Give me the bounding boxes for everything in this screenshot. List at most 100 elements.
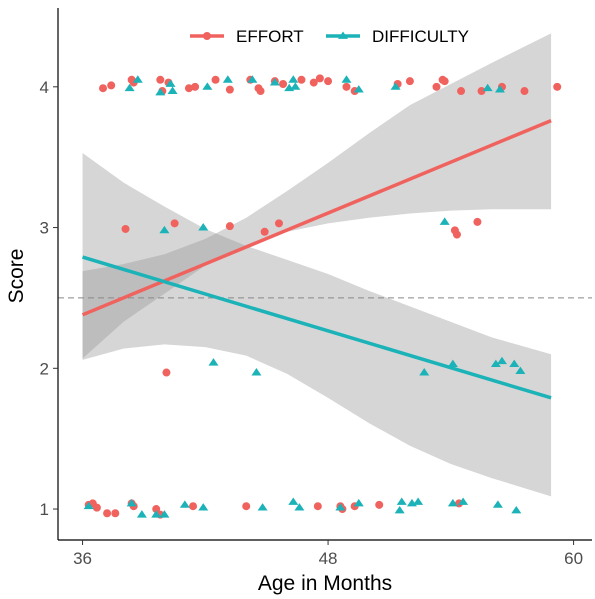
data-point-difficulty [251,368,262,376]
data-point-difficulty [353,85,364,93]
data-point-effort [211,75,220,84]
data-point-effort [191,82,200,91]
legend-label: EFFORT [236,27,304,46]
data-point-difficulty [515,366,526,375]
legend-item-effort: EFFORT [190,27,304,46]
x-tick-label: 48 [319,549,338,568]
data-point-difficulty [288,497,299,505]
data-point-effort [92,503,101,512]
fit-lines-layer [81,118,552,400]
fit-line-difficulty [82,255,552,400]
data-point-effort [184,84,193,93]
x-axis-title: Age in Months [258,572,392,595]
data-point-effort [242,502,251,511]
data-point-effort [324,77,333,86]
data-point-difficulty [482,83,493,92]
data-point-effort [121,224,130,233]
data-point-difficulty [132,75,143,83]
data-point-difficulty [269,78,280,86]
data-point-effort [225,222,234,231]
y-axis-title: Score [5,249,28,304]
data-point-difficulty [290,82,301,90]
data-point-difficulty [458,497,469,505]
legend-key-marker [203,32,211,40]
confidence-band-effort [82,33,552,359]
data-point-difficulty [335,503,346,511]
data-point-effort [553,82,562,91]
data-point-difficulty [202,82,213,90]
data-point-effort [162,368,171,377]
data-point-difficulty [390,82,401,90]
points-layer [83,74,562,519]
data-point-difficulty [208,358,219,366]
data-point-effort [274,219,283,228]
data-point-difficulty [439,217,450,225]
data-point-effort [99,84,108,93]
data-point-difficulty [496,356,507,365]
data-point-effort [375,500,384,509]
data-point-difficulty [341,75,352,83]
confidence-band-difficulty [82,152,552,497]
data-point-effort [189,502,198,511]
data-point-effort [309,78,318,87]
data-point-difficulty [490,359,501,367]
data-point-difficulty [151,510,162,518]
data-point-difficulty [247,75,258,83]
data-point-effort [473,217,482,226]
legend: EFFORT DIFFICULTY [190,27,469,46]
data-point-difficulty [159,225,170,234]
data-point-effort [313,502,322,511]
data-point-difficulty [447,498,458,507]
data-point-difficulty [294,503,305,511]
y-tick-label: 1 [40,500,49,519]
data-point-effort [156,75,165,84]
legend-label: DIFFICULTY [372,27,469,46]
data-point-difficulty [165,79,176,87]
y-tick-label: 3 [40,219,49,238]
data-point-difficulty [198,223,209,231]
data-point-difficulty [494,85,505,93]
legend-item-difficulty: DIFFICULTY [326,27,469,46]
data-point-difficulty [136,510,147,518]
data-point-difficulty [447,359,458,367]
data-point-effort [170,219,179,228]
data-point-difficulty [159,510,170,518]
data-point-effort [111,509,120,518]
y-tick-label: 2 [40,359,49,378]
legend-key-marker [338,31,348,39]
data-point-effort [477,87,486,96]
data-point-difficulty [179,500,190,508]
data-point-difficulty [492,500,503,508]
data-point-effort [260,227,269,236]
data-point-effort [297,75,306,84]
data-point-effort [152,505,161,514]
fit-line-effort [81,118,552,317]
data-point-difficulty [155,87,166,96]
data-point-difficulty [413,497,424,505]
data-point-difficulty [509,359,520,367]
data-point-difficulty [394,505,405,514]
data-point-difficulty [257,503,268,511]
data-point-effort [440,77,449,86]
data-point-effort [405,77,414,86]
data-point-effort [452,230,461,239]
axes: 1 2 3 4 36 48 60 [40,8,592,568]
data-point-difficulty [126,498,137,507]
data-point-effort [315,74,324,83]
data-point-difficulty [419,368,430,376]
data-point-effort [225,85,234,94]
data-point-difficulty [288,75,299,83]
data-point-difficulty [167,86,178,94]
data-point-difficulty [124,83,135,92]
x-tick-label: 36 [73,549,92,568]
data-point-effort [342,82,351,91]
data-point-difficulty [222,75,233,83]
data-point-effort [457,87,466,96]
data-point-difficulty [396,497,407,505]
data-point-difficulty [511,505,522,514]
data-point-difficulty [353,498,364,507]
ribbons-layer [82,33,552,497]
y-tick-label: 4 [40,78,49,97]
data-point-difficulty [198,503,209,511]
